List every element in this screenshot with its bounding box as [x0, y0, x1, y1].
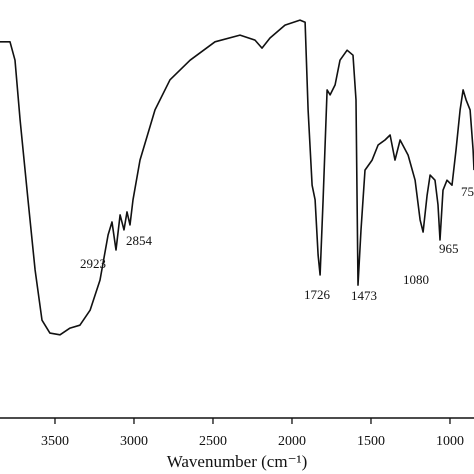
peak-label: 1473 [351, 288, 377, 303]
peak-label: 1726 [304, 287, 331, 302]
x-tick-label: 3500 [41, 434, 69, 449]
x-tick-label: 3000 [120, 434, 148, 449]
peak-label: 75 [461, 184, 474, 199]
x-tick-label: 1500 [357, 434, 385, 449]
x-tick-label: 1000 [436, 434, 464, 449]
peak-label: 1080 [403, 272, 429, 287]
peak-label: 2854 [126, 233, 153, 248]
spectrum-line [0, 19, 474, 336]
peak-label: 2923 [80, 256, 106, 271]
peak-label: 965 [439, 241, 459, 256]
x-tick-label: 2500 [199, 434, 227, 449]
x-tick-label: 2000 [278, 434, 306, 449]
x-axis-label: Wavenumber (cm⁻¹) [167, 452, 308, 471]
